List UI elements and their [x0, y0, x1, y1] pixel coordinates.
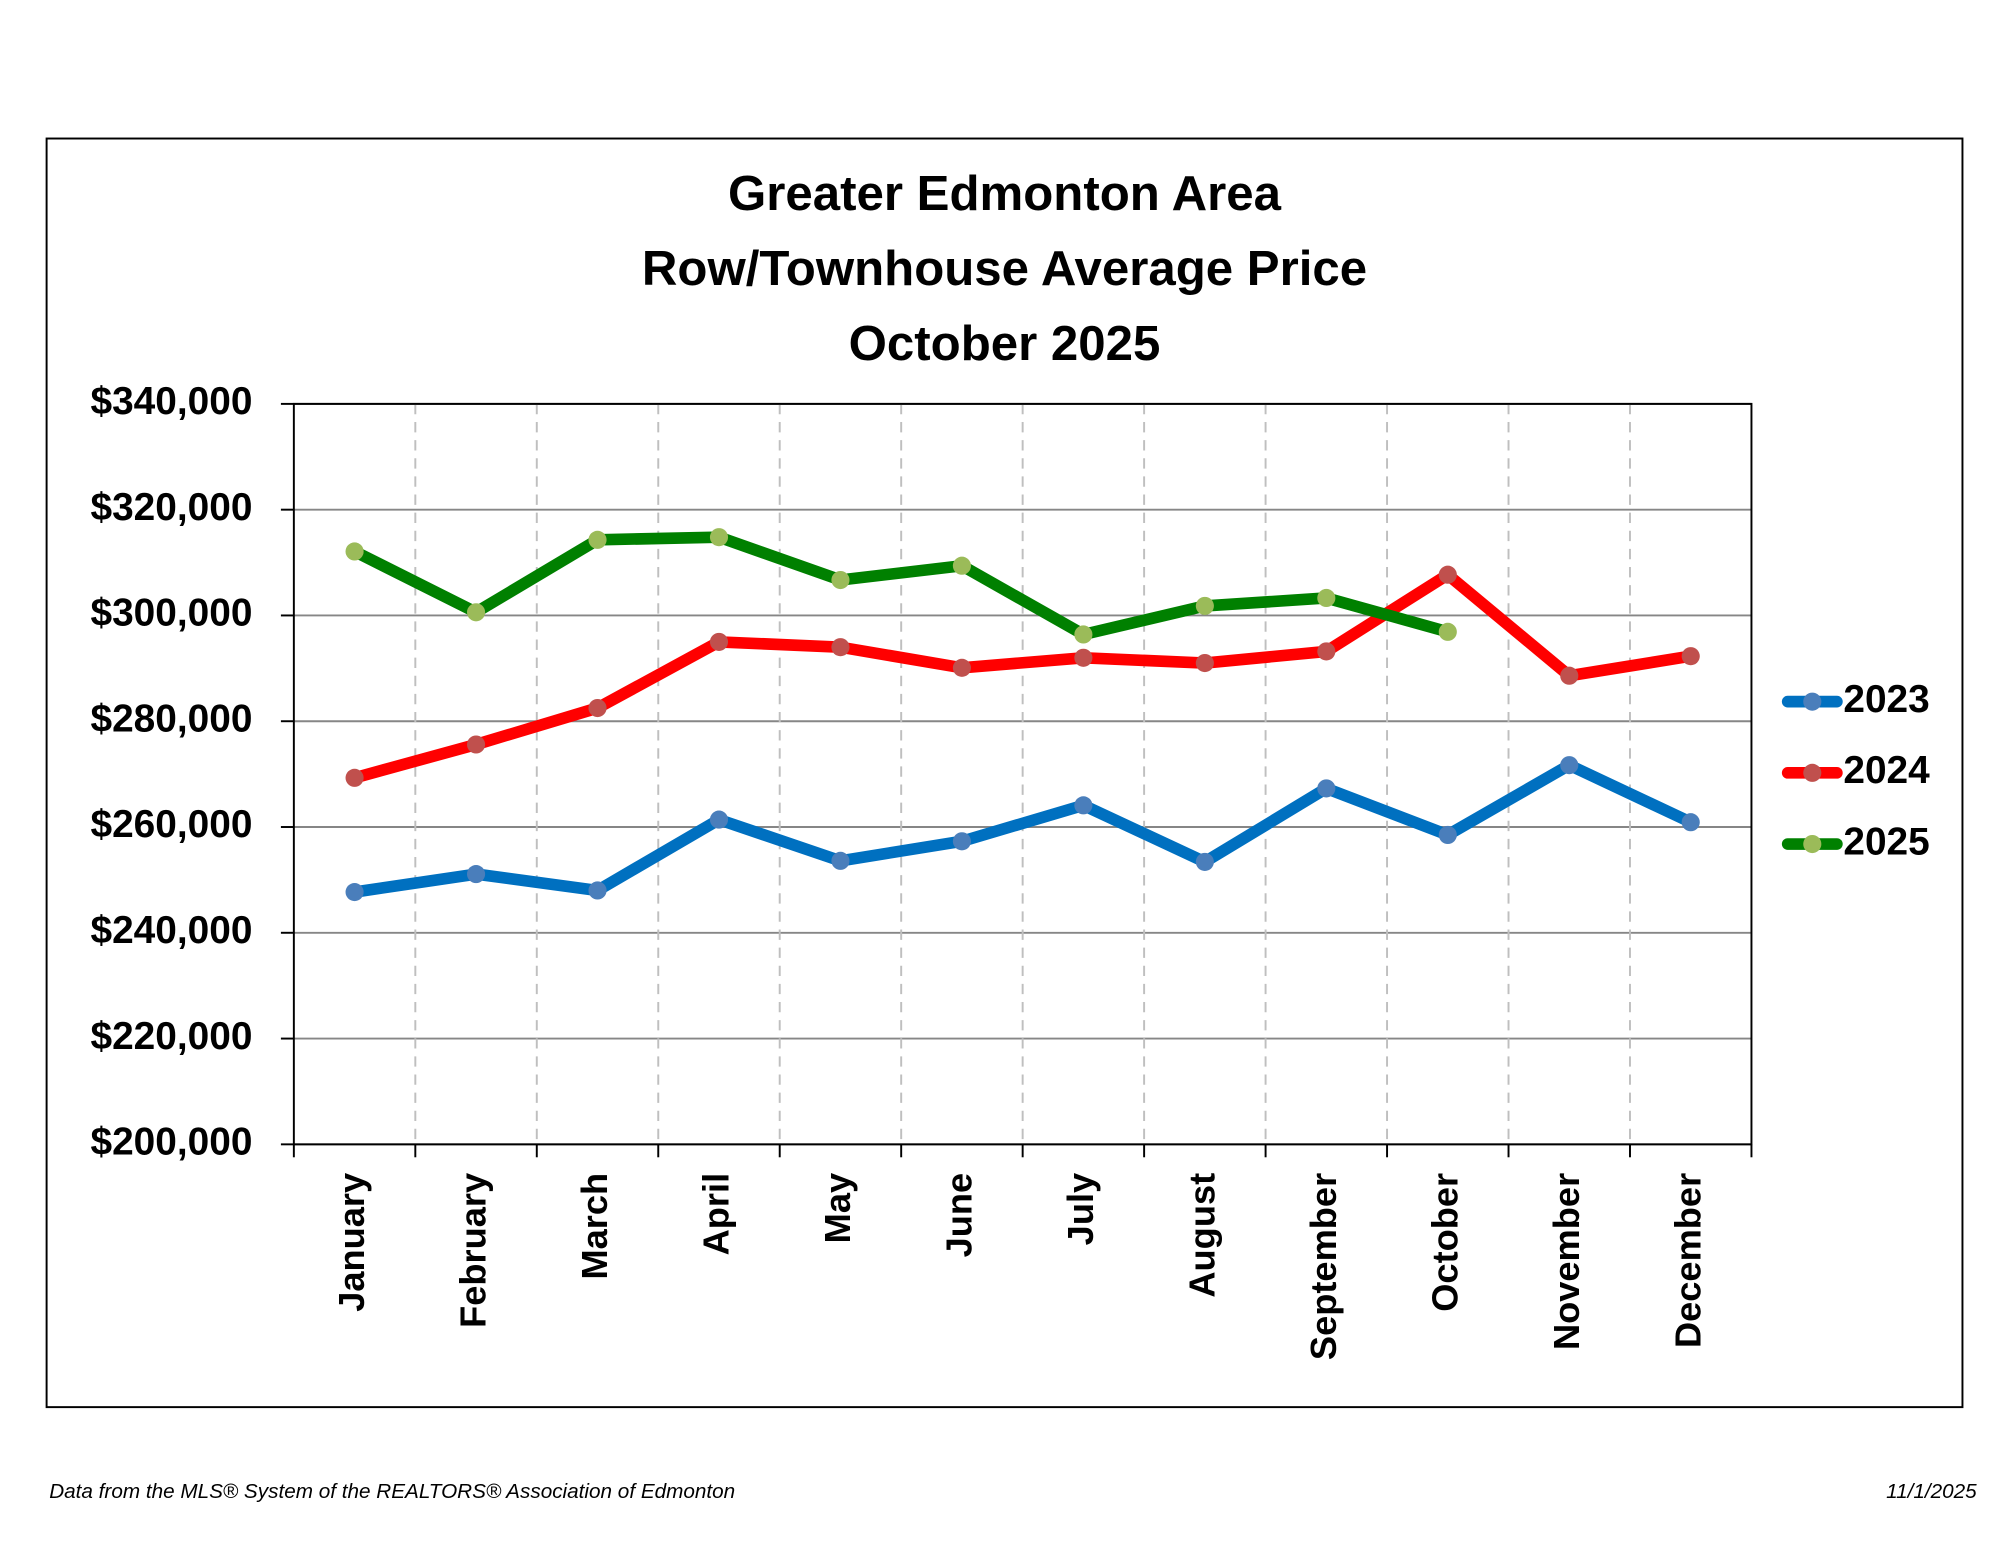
x-tick-label: April [696, 1173, 737, 1256]
data-point [952, 658, 971, 677]
data-point [1438, 622, 1457, 641]
chart-title: Greater Edmonton Area [728, 166, 1282, 221]
legend-marker [1803, 763, 1822, 782]
y-tick-label: $300,000 [90, 592, 252, 635]
legend-label: 2025 [1843, 820, 1929, 863]
x-tick-label: July [1060, 1173, 1101, 1246]
data-point [588, 530, 607, 549]
x-tick-label: November [1546, 1173, 1587, 1350]
legend-label: 2023 [1843, 678, 1929, 721]
y-tick-label: $220,000 [90, 1015, 252, 1058]
y-tick-label: $280,000 [90, 697, 252, 740]
x-tick-label: February [453, 1173, 494, 1328]
data-point [1074, 625, 1093, 644]
data-point [1195, 852, 1214, 871]
data-point [466, 735, 486, 754]
data-point [345, 768, 364, 787]
series-line [353, 759, 1694, 898]
data-point [1195, 596, 1214, 615]
data-point [709, 632, 729, 651]
y-tick-label: $240,000 [90, 909, 252, 952]
data-point [1560, 666, 1579, 685]
x-tick-label: August [1181, 1173, 1222, 1298]
x-tick-label: May [817, 1173, 858, 1244]
x-tick-label: June [938, 1173, 979, 1258]
series-line [353, 568, 1692, 784]
data-point [831, 570, 850, 590]
y-tick-label: $260,000 [90, 803, 252, 846]
legend-marker [1803, 692, 1822, 711]
x-tick-label: October [1424, 1173, 1465, 1312]
data-point [831, 638, 850, 657]
data-point [1681, 813, 1700, 832]
data-point [588, 698, 607, 718]
data-point [1560, 756, 1579, 775]
data-point [1195, 653, 1214, 673]
legend-marker [1803, 834, 1822, 854]
data-point [1074, 796, 1093, 815]
data-point [345, 542, 364, 561]
data-point [1074, 648, 1093, 667]
data-point [709, 528, 729, 547]
y-tick-label: $340,000 [90, 380, 252, 423]
data-point [588, 881, 607, 900]
data-point [831, 851, 850, 870]
data-point [709, 810, 729, 829]
data-point [1681, 647, 1700, 666]
data-point [1438, 565, 1457, 584]
data-point [345, 883, 364, 902]
x-tick-label: September [1303, 1173, 1344, 1360]
x-tick-label: March [574, 1173, 615, 1280]
legend-label: 2024 [1843, 749, 1930, 792]
data-point [466, 865, 486, 884]
x-tick-label: January [331, 1173, 372, 1312]
y-tick-label: $320,000 [90, 486, 252, 529]
chart-title: Row/Townhouse Average Price [642, 241, 1367, 296]
footer-date: 11/1/2025 [1886, 1480, 1977, 1503]
plot-area [292, 402, 1753, 1146]
data-point [952, 556, 971, 575]
data-point [1317, 642, 1336, 661]
footer-source: Data from the MLS® System of the REALTOR… [49, 1480, 735, 1503]
x-tick-label: December [1667, 1173, 1708, 1348]
chart-title: October 2025 [849, 316, 1161, 371]
y-tick-label: $200,000 [90, 1121, 252, 1164]
data-point [466, 603, 486, 622]
data-point [952, 832, 971, 851]
data-point [1317, 779, 1336, 798]
data-point [1438, 825, 1457, 845]
series-line [351, 531, 1450, 641]
data-point [1317, 588, 1336, 608]
